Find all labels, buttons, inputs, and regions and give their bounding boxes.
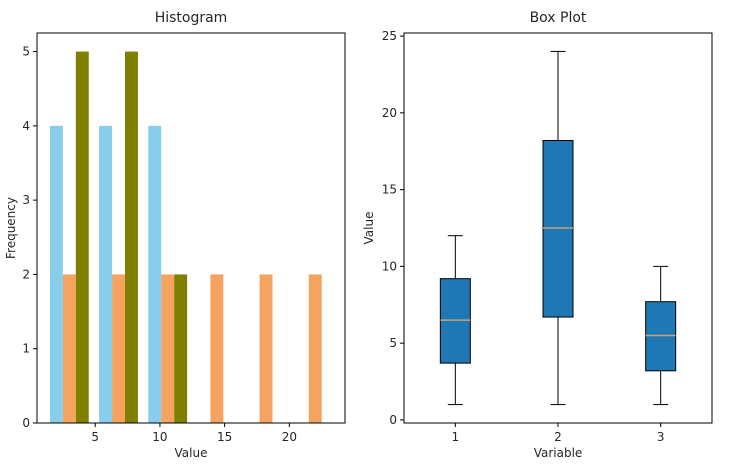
- boxplot-y-tick-label: 25: [382, 29, 397, 43]
- boxplot-box: [439, 278, 471, 364]
- histogram-bar: [75, 51, 89, 423]
- boxplot-y-tick-label: 5: [389, 336, 397, 350]
- boxplot-x-tick-label: 3: [657, 430, 665, 444]
- boxplot-y-ticks: 0 5 10 15 20 25: [382, 29, 404, 427]
- histogram-title: Histogram: [155, 10, 228, 26]
- histogram-bar: [210, 274, 224, 423]
- histogram-x-tick-label: 5: [91, 430, 99, 444]
- boxplot-x-label: Variable: [534, 446, 583, 460]
- histogram-bar: [148, 125, 162, 423]
- histogram-bar: [259, 274, 273, 423]
- histogram-bar: [125, 51, 138, 423]
- histogram-x-tick-label: 15: [217, 430, 232, 444]
- histogram-frame: [36, 32, 346, 424]
- boxplot-y-tick-label: 20: [382, 106, 397, 120]
- boxplot-box: [542, 139, 574, 318]
- histogram-bar: [99, 125, 113, 423]
- histogram-panel: Histogram 5 10 15 20 0 1 2 3 4 5 Value Frequency: [4, 10, 346, 460]
- boxplot-marks: [439, 50, 677, 406]
- boxplot-title: Box Plot: [530, 10, 587, 26]
- histogram-y-label: Frequency: [4, 197, 18, 259]
- histogram-bar: [62, 274, 76, 423]
- histogram-x-tick-label: 10: [152, 430, 167, 444]
- histogram-x-label: Value: [175, 446, 208, 460]
- histogram-y-tick-label: 1: [22, 342, 30, 356]
- boxplot-x-ticks: 1 2 3: [452, 423, 665, 444]
- histogram-x-ticks: 5 10 15 20: [91, 423, 297, 444]
- histogram-bar: [174, 274, 188, 423]
- histogram-y-tick-label: 0: [22, 416, 30, 430]
- histogram-bars: [49, 51, 322, 423]
- boxplot-y-tick-label: 10: [382, 259, 397, 273]
- histogram-bar: [161, 274, 175, 423]
- histogram-bar: [112, 274, 125, 423]
- boxplot-y-label: Value: [362, 212, 376, 245]
- boxplot-y-tick-label: 15: [382, 183, 397, 197]
- histogram-y-tick-label: 5: [22, 45, 30, 59]
- histogram-x-tick-label: 20: [282, 430, 297, 444]
- boxplot-y-tick-label: 0: [389, 413, 397, 427]
- histogram-y-tick-label: 3: [22, 193, 30, 207]
- boxplot-box: [645, 301, 677, 372]
- boxplot-x-tick-label: 1: [452, 430, 460, 444]
- boxplot-x-tick-label: 2: [554, 430, 562, 444]
- boxplot-panel: Box Plot 1 2 3 0 5 10 15 20 25 Variable Value: [362, 10, 713, 460]
- histogram-bar: [49, 125, 63, 423]
- histogram-y-ticks: 0 1 2 3 4 5: [22, 45, 37, 430]
- histogram-y-tick-label: 4: [22, 119, 30, 133]
- histogram-y-tick-label: 2: [22, 267, 30, 281]
- histogram-bar: [308, 274, 322, 423]
